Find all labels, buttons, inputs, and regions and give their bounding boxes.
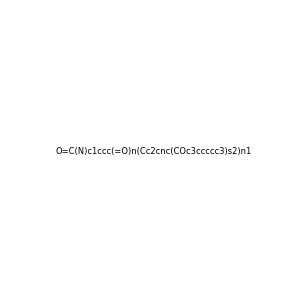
- Text: O=C(N)c1ccc(=O)n(Cc2cnc(COc3ccccc3)s2)n1: O=C(N)c1ccc(=O)n(Cc2cnc(COc3ccccc3)s2)n1: [56, 147, 252, 156]
